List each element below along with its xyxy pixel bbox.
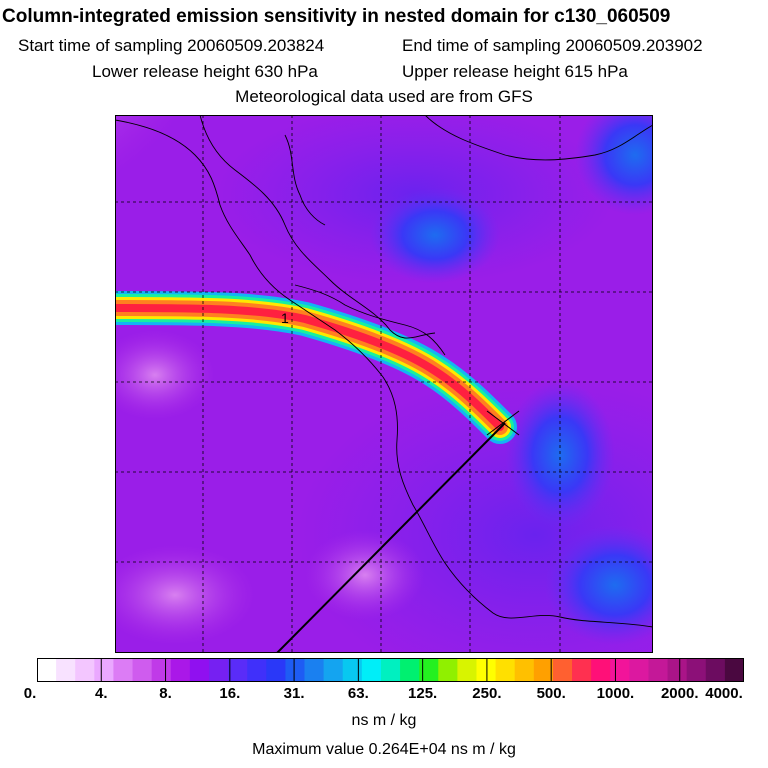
trajectory-label: 1 [281, 310, 289, 326]
colorbar-tick-label: 1000. [596, 685, 635, 702]
sampling-start-label: Start time of sampling 20060509.203824 [18, 36, 325, 55]
colorbar-cell [247, 658, 267, 682]
colorbar-cell [610, 658, 630, 682]
colorbar-cell [56, 658, 76, 682]
colorbar-frame [37, 658, 744, 682]
colorbar-cell [724, 658, 744, 682]
colorbar-tick-label: 0. [23, 685, 37, 702]
colorbar-cell [705, 658, 726, 682]
colorbar-cell [495, 658, 516, 682]
colorbar-cell [285, 658, 306, 682]
colorbar-cell [572, 658, 592, 682]
sampling-end-label: End time of sampling 20060509.203902 [402, 36, 703, 55]
blue-patch [575, 115, 653, 215]
colorbar-cell [94, 658, 115, 682]
colorbar-cell [228, 658, 248, 682]
colorbar-tick-label: 16. [219, 685, 241, 702]
colorbar-cell [400, 658, 420, 682]
colorbar-cell [686, 658, 707, 682]
upper-release-label: Upper release height 615 hPa [402, 62, 628, 81]
light-patch [115, 330, 215, 420]
colorbar-tick-label: 2000. [660, 685, 699, 702]
colorbar-tick-label: 8. [159, 685, 172, 702]
colorbar-cell [113, 658, 134, 682]
light-patch [305, 530, 425, 620]
colorbar-cell [304, 658, 325, 682]
colorbar-cell [629, 658, 650, 682]
colorbar-tick-label: 4. [95, 685, 108, 702]
colorbar-tick-label: 4000. [705, 685, 743, 702]
trajectory-plume [115, 291, 517, 444]
colorbar-cell [533, 658, 554, 682]
colorbar-cell [361, 658, 382, 682]
colorbar-tick-label: 500. [536, 685, 566, 702]
colorbar-cell [342, 658, 363, 682]
colorbar-cell [170, 658, 191, 682]
colorbar-cell [457, 658, 478, 682]
release-marker [486, 410, 520, 436]
colorbar-tick-label: 63. [347, 685, 369, 702]
colorbar-cell [648, 658, 669, 682]
colorbar-cell [438, 658, 458, 682]
colorbar-cell [323, 658, 344, 682]
colorbar-cell [476, 658, 497, 682]
colorbar-cell [514, 658, 535, 682]
colorbar-cell [380, 658, 401, 682]
colorbar-cell [591, 658, 611, 682]
colorbar-cell [151, 658, 172, 682]
units-label: ns m / kg [351, 712, 417, 729]
colorbar-cell [667, 658, 688, 682]
colorbar-cell [419, 658, 439, 682]
colorbar-cell [266, 658, 287, 682]
flight-track [276, 422, 506, 653]
colorbar-cell [189, 658, 210, 682]
colorbar [37, 658, 744, 682]
colorbar-tick-label: 125. [408, 685, 438, 702]
lower-release-label: Lower release height 630 hPa [92, 62, 318, 81]
light-patch [115, 545, 255, 645]
colorbar-tick-label: 31. [283, 685, 305, 702]
map-frame [115, 115, 653, 653]
blue-patch [370, 187, 500, 283]
met-data-label: Meteorological data used are from GFS [235, 87, 533, 106]
colorbar-cell [75, 658, 95, 682]
sensitivity-map: 1 [115, 115, 653, 653]
plot-title: Column-integrated emission sensitivity i… [2, 6, 671, 27]
colorbar-tick-label: 250. [472, 685, 502, 702]
coastline [115, 115, 653, 628]
colorbar-cell [208, 658, 229, 682]
colorbar-cell [552, 658, 573, 682]
maximum-value-label: Maximum value 0.264E+04 ns m / kg [252, 741, 516, 758]
colorbar-cell [37, 658, 57, 682]
blue-patch [505, 380, 615, 530]
blue-patch [545, 525, 653, 645]
colorbar-cell [132, 658, 153, 682]
